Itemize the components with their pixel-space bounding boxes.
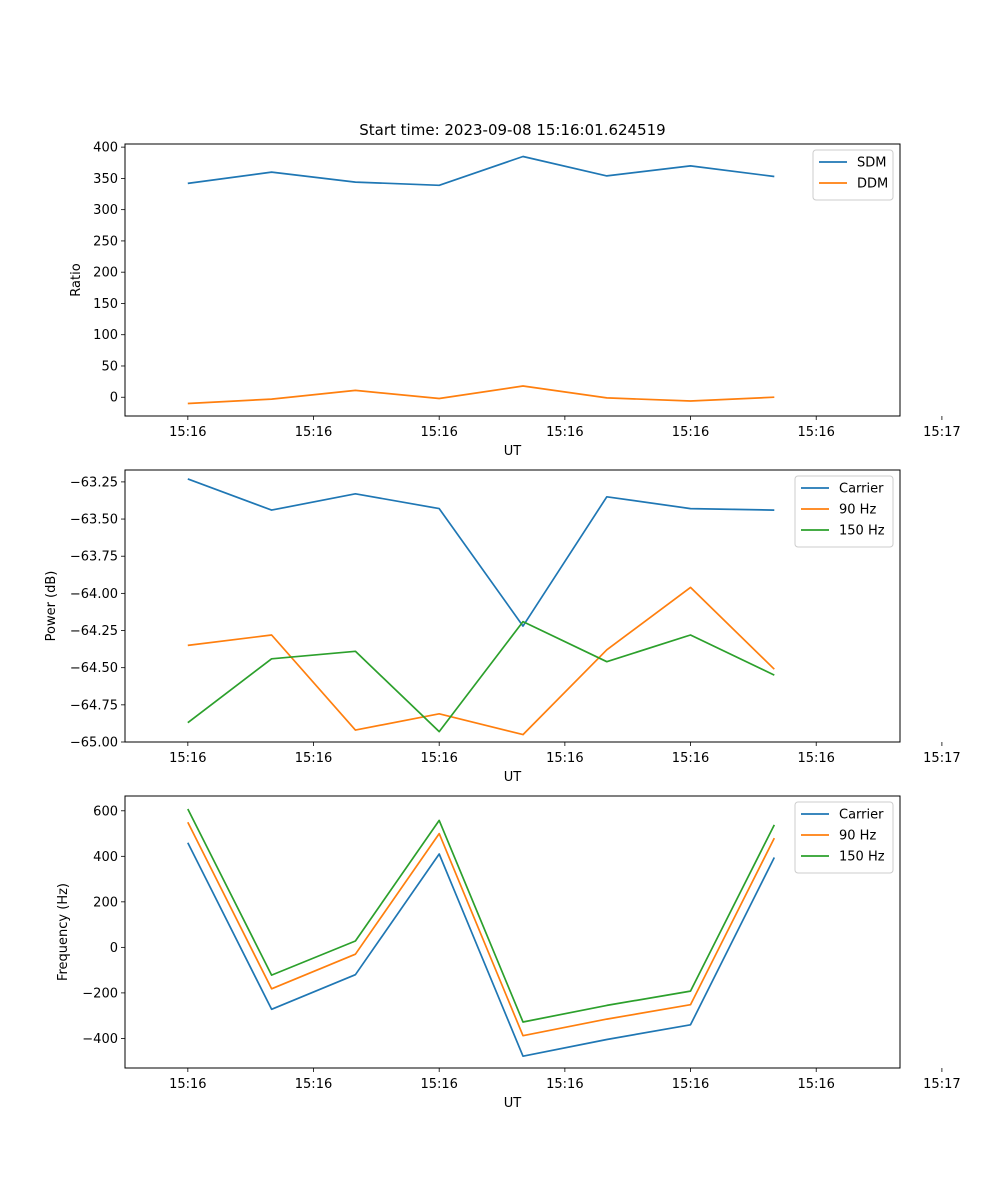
legend-entry: 150 Hz — [839, 850, 885, 865]
y-tick-label: −400 — [82, 1032, 118, 1047]
chart-3: 15:16 15:16 15:16 15:16 15:16 15:16 15:17 −400 −… — [56, 795, 961, 1111]
legend-entry: SDM — [857, 156, 886, 171]
x-tick-label: 15:16 — [295, 1077, 332, 1092]
y-tick-label: 0 — [110, 941, 118, 956]
chart-1: 15:16 15:16 15:16 15:16 15:16 15:16 15:17 0 50 10… — [69, 121, 961, 459]
y-tick-label: 50 — [101, 359, 118, 374]
y-axis-label: Frequency (Hz) — [56, 883, 71, 981]
legend-entry: Carrier — [839, 482, 884, 497]
legend-entry: 150 Hz — [839, 524, 885, 539]
x-tick-label: 15:16 — [546, 751, 583, 766]
x-tick-label: 15:16 — [295, 425, 332, 440]
x-tick-label: 15:16 — [295, 751, 332, 766]
y-tick-label: −64.00 — [70, 587, 118, 602]
legend-entry: Carrier — [839, 808, 884, 823]
x-tick-label: 15:17 — [923, 1077, 960, 1092]
x-tick-label: 15:16 — [797, 751, 834, 766]
y-tick-label: 400 — [93, 850, 118, 865]
x-axis-label: UT — [504, 444, 522, 459]
x-tick-label: 15:16 — [672, 751, 709, 766]
legend-entry: 90 Hz — [839, 829, 876, 844]
x-axis-label: UT — [504, 1096, 522, 1111]
y-tick-label: 300 — [93, 203, 118, 218]
x-tick-label: 15:16 — [169, 425, 206, 440]
x-tick-label: 15:16 — [420, 425, 457, 440]
y-tick-label: −63.50 — [70, 513, 118, 528]
chart-title: Start time: 2023-09-08 15:16:01.624519 — [359, 121, 665, 139]
y-tick-label: −64.25 — [70, 624, 118, 639]
y-tick-label: 400 — [93, 141, 118, 156]
x-tick-label: 15:16 — [672, 425, 709, 440]
legend: Carrier 90 Hz 150 Hz — [794, 475, 894, 548]
y-tick-label: 600 — [93, 804, 118, 819]
plot-frame — [124, 795, 901, 1069]
plot-frame — [124, 143, 901, 417]
series-line-90-hz — [187, 586, 775, 736]
x-tick-label: 15:16 — [546, 425, 583, 440]
legend: SDM DDM — [812, 149, 894, 201]
plot-frame — [124, 469, 901, 743]
y-tick-label: −65.00 — [70, 736, 118, 751]
y-tick-label: 200 — [93, 895, 118, 910]
series-line-150-hz — [187, 808, 776, 1023]
series-line-carrier — [187, 842, 776, 1058]
x-tick-label: 15:16 — [797, 425, 834, 440]
series-line-sdm — [187, 155, 775, 187]
x-tick-label: 15:16 — [169, 1077, 206, 1092]
x-tick-label: 15:17 — [923, 425, 960, 440]
y-axis-label: Power (dB) — [44, 571, 59, 642]
y-tick-label: 150 — [93, 297, 118, 312]
x-tick-label: 15:16 — [672, 1077, 709, 1092]
legend-entry: 90 Hz — [839, 503, 876, 518]
y-tick-label: −200 — [82, 986, 118, 1001]
y-tick-label: −64.50 — [70, 661, 118, 676]
y-tick-label: 350 — [93, 172, 118, 187]
y-tick-label: 0 — [110, 391, 118, 406]
x-tick-label: 15:16 — [797, 1077, 834, 1092]
legend-entry: DDM — [857, 177, 888, 192]
y-tick-label: −63.75 — [70, 550, 118, 565]
y-tick-label: 250 — [93, 234, 118, 249]
y-tick-label: −63.25 — [70, 475, 118, 490]
y-tick-label: 100 — [93, 328, 118, 343]
chart-2: 15:16 15:16 15:16 15:16 15:16 15:16 15:17 −63.2… — [44, 469, 961, 785]
y-tick-label: −64.75 — [70, 698, 118, 713]
series-line-carrier — [187, 478, 775, 627]
series-line-90-hz — [187, 821, 776, 1037]
x-axis-label: UT — [504, 770, 522, 785]
x-tick-label: 15:17 — [923, 751, 960, 766]
x-tick-label: 15:16 — [546, 1077, 583, 1092]
x-tick-label: 15:16 — [420, 751, 457, 766]
x-tick-label: 15:16 — [420, 1077, 457, 1092]
y-axis-label: Ratio — [69, 263, 84, 296]
legend: Carrier 90 Hz 150 Hz — [794, 801, 894, 874]
series-line-150-hz — [187, 620, 775, 733]
series-line-ddm — [187, 385, 775, 405]
x-tick-label: 15:16 — [169, 751, 206, 766]
y-tick-label: 200 — [93, 266, 118, 281]
